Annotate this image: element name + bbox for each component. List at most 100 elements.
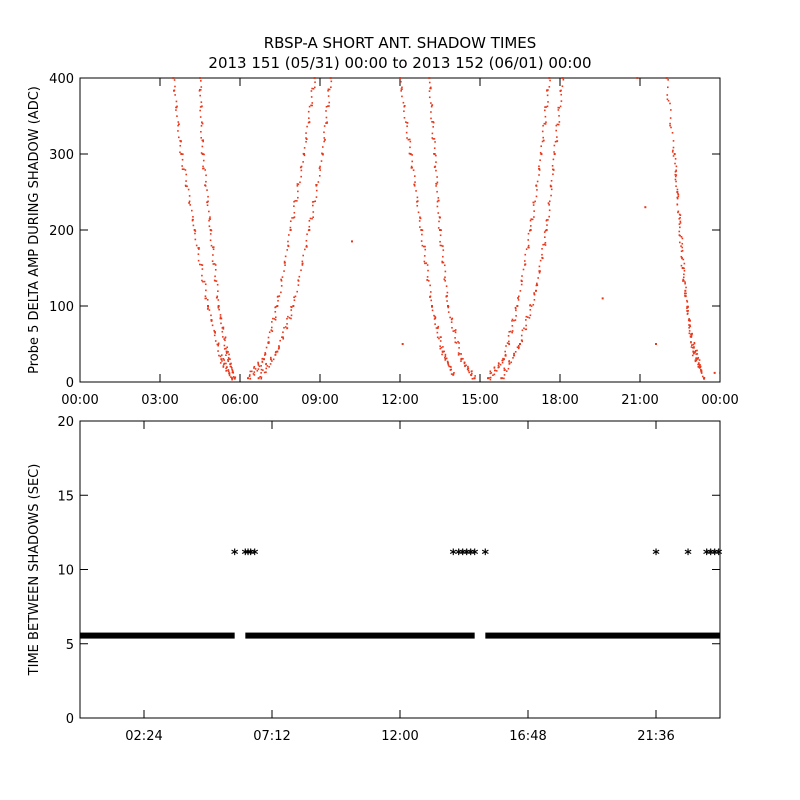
data-point	[200, 105, 203, 108]
data-point	[314, 200, 317, 203]
data-point	[488, 377, 490, 379]
data-point	[538, 265, 541, 268]
data-point	[694, 351, 697, 353]
data-point	[678, 241, 681, 244]
data-point	[183, 168, 185, 171]
data-point	[681, 267, 684, 269]
data-point	[222, 336, 224, 338]
data-point	[274, 316, 277, 319]
data-point	[691, 344, 693, 346]
data-point	[214, 340, 217, 342]
data-point	[327, 90, 329, 92]
data-point	[519, 290, 522, 292]
data-point	[436, 176, 438, 178]
data-point	[511, 318, 514, 321]
data-point	[208, 210, 210, 213]
data-point	[549, 79, 551, 82]
data-point	[188, 195, 191, 197]
data-point	[675, 169, 677, 172]
data-point	[415, 190, 417, 192]
data-point	[228, 358, 230, 360]
data-point	[538, 174, 540, 176]
data-point	[678, 217, 681, 220]
data-point	[302, 152, 305, 155]
data-point	[432, 121, 435, 124]
data-point	[197, 253, 200, 255]
data-point	[187, 188, 190, 191]
data-point	[672, 140, 675, 142]
data-point	[686, 313, 689, 315]
data-point	[210, 244, 213, 247]
data-point	[296, 290, 298, 293]
data-point	[222, 358, 225, 360]
data-point	[203, 153, 205, 156]
data-point	[525, 319, 527, 321]
data-point	[202, 140, 204, 143]
data-point	[301, 260, 304, 263]
data-point	[433, 318, 436, 320]
data-point	[231, 368, 233, 371]
data-point	[528, 229, 531, 232]
data-point	[445, 295, 448, 298]
data-point	[533, 216, 535, 218]
data-point	[301, 264, 304, 266]
data-point	[247, 377, 249, 380]
data-point	[197, 259, 200, 262]
data-point	[677, 210, 680, 213]
data-point	[547, 202, 550, 205]
data-point	[213, 329, 215, 332]
data-point	[468, 371, 471, 374]
double-period-point: *	[244, 547, 252, 563]
data-point	[678, 234, 681, 236]
data-point	[682, 258, 685, 261]
data-point	[697, 365, 700, 368]
data-point	[418, 220, 421, 222]
data-point	[284, 255, 287, 258]
data-point	[424, 262, 426, 265]
y-tick-label: 0	[66, 712, 74, 727]
data-point	[447, 362, 449, 365]
data-point	[670, 109, 672, 111]
data-point	[443, 264, 446, 267]
data-point	[437, 325, 440, 328]
data-point	[288, 317, 291, 319]
data-point	[517, 299, 520, 301]
data-point	[199, 109, 201, 112]
data-point	[309, 217, 312, 220]
data-point	[322, 153, 324, 156]
data-point	[667, 79, 669, 81]
data-point	[424, 248, 427, 251]
data-point	[421, 229, 424, 232]
data-point	[416, 201, 418, 203]
data-point	[665, 77, 668, 79]
data-point	[219, 355, 222, 358]
data-point	[694, 359, 697, 362]
data-point	[446, 360, 449, 363]
data-point	[674, 175, 677, 178]
data-point	[320, 160, 323, 162]
data-point	[328, 101, 331, 104]
data-point	[513, 354, 516, 357]
data-point	[303, 147, 306, 149]
data-point	[178, 123, 180, 125]
data-point	[541, 253, 543, 256]
data-point	[223, 359, 225, 361]
y-tick-label: 5	[66, 638, 74, 653]
data-point	[253, 371, 256, 373]
data-point	[228, 372, 231, 374]
data-point	[439, 216, 441, 219]
data-point	[508, 362, 511, 365]
data-point	[435, 327, 438, 329]
data-point	[419, 226, 421, 228]
data-point	[223, 348, 226, 350]
data-point	[329, 77, 332, 79]
data-point	[414, 181, 416, 183]
data-point	[439, 345, 441, 348]
data-point	[409, 140, 412, 143]
data-point	[199, 77, 201, 79]
data-point	[532, 204, 535, 206]
data-point	[444, 355, 447, 358]
data-point	[179, 140, 181, 142]
data-point	[674, 178, 677, 181]
data-point	[525, 248, 528, 250]
